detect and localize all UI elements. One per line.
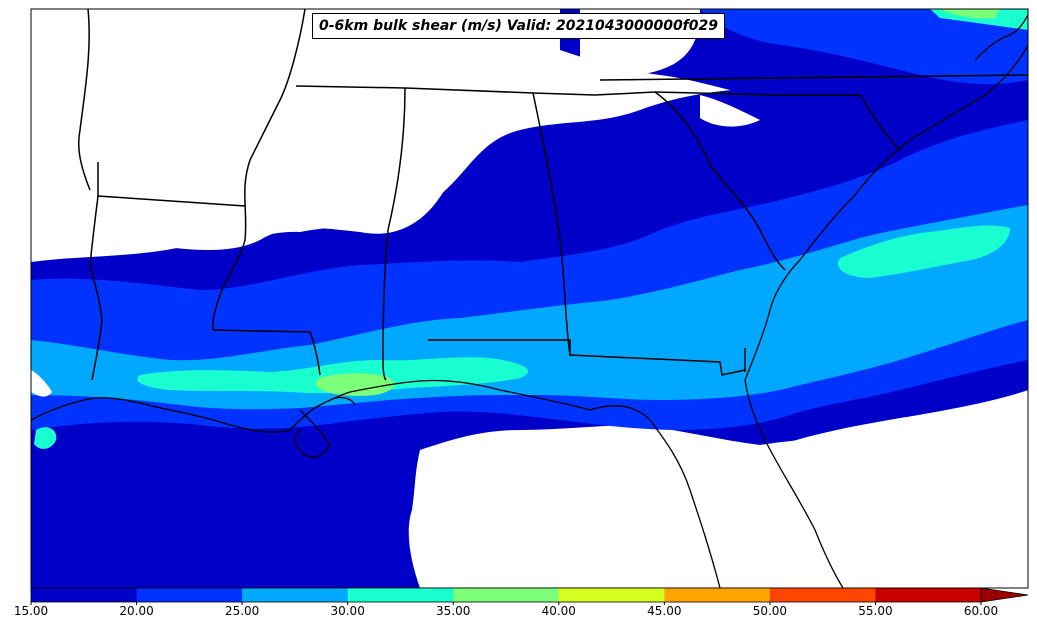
colorbar-tick-label: 50.00 <box>752 604 788 618</box>
contour-15-20-gulf <box>31 400 420 588</box>
colorbar-extend-arrow <box>980 587 1029 603</box>
colorbar-tick-label: 45.00 <box>647 604 682 618</box>
colorbar-bin-55-60 <box>875 588 982 602</box>
colorbar-tick-label: 15.00 <box>13 604 49 618</box>
contour-35-40-east <box>940 9 1000 19</box>
colorbar-bin-15-20 <box>31 588 138 602</box>
contour-30-35-east <box>838 225 1010 278</box>
colorbar-bin-40-45 <box>558 588 665 602</box>
mask-carolina <box>700 95 760 127</box>
colorbar-tick-label: 35.00 <box>436 604 471 618</box>
map-title: 0-6km bulk shear (m/s) Valid: 2021043000… <box>312 13 725 39</box>
contour-25-30 <box>31 205 1028 410</box>
colorbar-bin-20-25 <box>136 588 243 602</box>
contour-30-35-west <box>34 427 57 449</box>
colorbar-outline <box>30 587 982 603</box>
colorbar <box>30 587 1029 605</box>
colorbar-tick-label: 60.00 <box>963 604 999 618</box>
colorbar-bin-45-50 <box>664 588 771 602</box>
state-boundaries <box>78 9 1028 381</box>
colorbar-tick-label: 30.00 <box>330 604 365 618</box>
colorbar-tick-label: 40.00 <box>541 604 576 618</box>
mask-west-gulf <box>31 370 52 397</box>
contour-35-40 <box>315 373 394 396</box>
contour-20-25-ne <box>700 9 1028 85</box>
mask-northwest <box>31 9 560 258</box>
mask-gulf <box>408 439 840 588</box>
colorbar-tick-label: 20.00 <box>119 604 154 618</box>
colorbar-tick-label: 55.00 <box>858 604 893 618</box>
shear-contours <box>31 9 1028 588</box>
mask-atlantic <box>780 390 1028 588</box>
colorbar-bin-35-40 <box>453 588 560 602</box>
colorbar-tick-label: 25.00 <box>224 604 260 618</box>
colorbar-bin-50-55 <box>769 588 876 602</box>
coastlines <box>31 14 1028 588</box>
colorbar-bin-30-35 <box>347 588 454 602</box>
colorbar-bin-25-30 <box>242 588 349 602</box>
